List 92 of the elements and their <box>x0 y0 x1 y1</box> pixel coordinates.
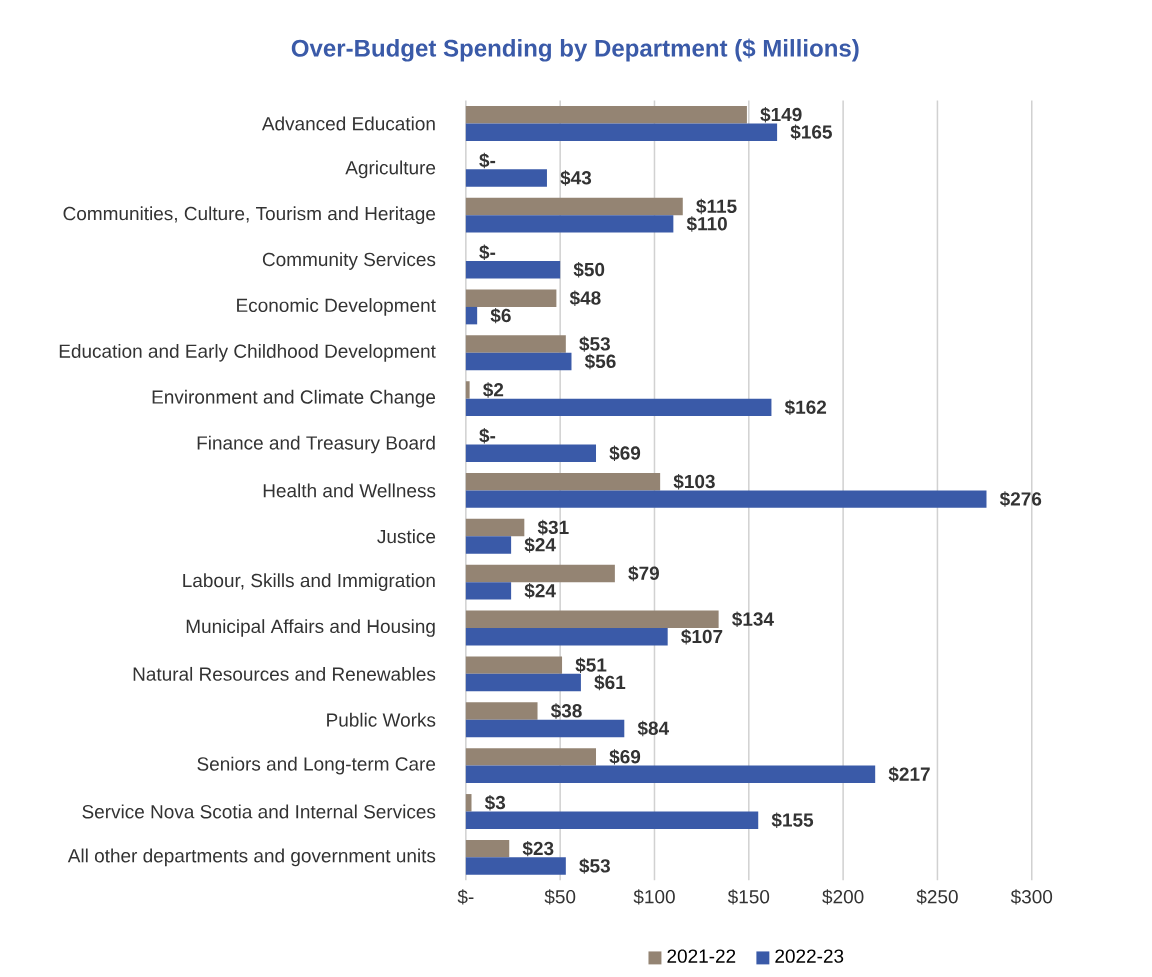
data-label: $276 <box>999 491 1042 508</box>
legend-label: 2022-23 <box>775 949 844 964</box>
data-label: $48 <box>569 290 601 307</box>
bar <box>465 564 615 583</box>
x-tick-label: $50 <box>544 889 576 905</box>
data-label: $2 <box>483 382 504 398</box>
y-tick-label: Advanced Education <box>261 116 435 131</box>
bar <box>465 353 572 371</box>
bar <box>465 197 683 216</box>
bar <box>465 444 597 463</box>
data-label: $155 <box>771 812 814 829</box>
y-tick-label: Public Works <box>327 713 436 727</box>
bar <box>465 719 625 738</box>
data-label: $- <box>479 244 496 261</box>
data-label: $165 <box>790 124 832 141</box>
data-label: $53 <box>579 858 610 875</box>
y-tick-label: Justice <box>377 529 436 544</box>
x-tick-label: $200 <box>822 889 864 905</box>
data-label: $24 <box>524 537 556 553</box>
bar <box>465 628 668 646</box>
data-label: $3 <box>484 795 506 811</box>
data-label: $6 <box>490 308 511 324</box>
chart-title: Over-Budget Spending by Department ($ Millions) <box>291 38 859 62</box>
data-label: $103 <box>673 474 715 490</box>
data-label: $24 <box>524 583 556 599</box>
bar <box>465 519 525 537</box>
data-label: $51 <box>575 657 607 674</box>
data-label: $23 <box>522 841 554 857</box>
bar <box>465 748 597 766</box>
bar <box>465 261 561 279</box>
bar <box>465 536 512 554</box>
y-tick-label: Community Services <box>262 252 436 271</box>
bar <box>465 106 747 124</box>
x-tick-label: $- <box>457 889 474 905</box>
y-tick-label: Economic Development <box>237 298 436 316</box>
bar <box>465 674 581 692</box>
data-label: $56 <box>584 353 616 370</box>
data-label: $84 <box>637 720 669 737</box>
bar <box>465 610 719 629</box>
data-label: $79 <box>628 565 659 582</box>
bar <box>465 656 563 675</box>
bar <box>465 840 510 858</box>
data-label: $217 <box>888 766 930 783</box>
data-label: $134 <box>732 611 774 628</box>
bar <box>465 811 759 830</box>
y-tick-label: Finance and Treasury Board <box>197 435 435 454</box>
bar <box>465 473 661 491</box>
bar <box>465 794 472 812</box>
bar <box>465 169 547 187</box>
bar <box>465 123 778 142</box>
y-tick-label: Health and Wellness <box>263 483 436 498</box>
data-label: $- <box>479 153 496 169</box>
bar <box>465 702 538 720</box>
y-tick-label: Seniors and Long-term Care <box>197 757 436 775</box>
bar <box>465 582 512 600</box>
x-tick-label: $150 <box>727 889 770 905</box>
data-label: $69 <box>609 749 641 765</box>
bar <box>465 490 987 509</box>
bar <box>465 215 674 233</box>
data-label: $115 <box>696 198 737 215</box>
y-tick-label: Labour, Skills and Immigration <box>183 573 435 592</box>
y-tick-label: Service Nova Scotia and Internal Services <box>82 804 436 819</box>
data-label: $31 <box>537 520 569 536</box>
bar <box>465 765 876 784</box>
y-tick-label: All other departments and government units <box>67 848 436 867</box>
y-tick-label: Municipal Affairs and Housing <box>186 619 435 638</box>
data-label: $110 <box>686 216 727 232</box>
data-label: $43 <box>560 170 592 186</box>
bar <box>465 289 557 308</box>
data-label: $50 <box>573 262 605 278</box>
data-label: $107 <box>681 629 723 645</box>
data-label: $53 <box>579 336 610 353</box>
bar <box>465 381 470 399</box>
y-tick-label: Agriculture <box>345 160 436 179</box>
data-label: $149 <box>760 107 802 123</box>
bar <box>465 335 566 354</box>
y-tick-label: Environment and Climate Change <box>152 390 436 408</box>
x-tick-label: $300 <box>1010 889 1053 905</box>
legend-label: 2021-22 <box>667 949 736 964</box>
data-label: $61 <box>594 675 626 691</box>
data-label: $- <box>479 428 496 444</box>
y-tick-label: Education and Early Childhood Development <box>59 344 436 362</box>
bar <box>465 398 772 417</box>
data-label: $38 <box>550 703 582 719</box>
x-tick-label: $250 <box>916 889 958 905</box>
bar <box>465 307 478 325</box>
y-tick-label: Natural Resources and Renewables <box>133 667 436 682</box>
x-tick-label: $100 <box>633 889 675 905</box>
data-label: $162 <box>784 399 827 416</box>
bar <box>465 857 566 875</box>
y-tick-label: Communities, Culture, Tourism and Heritage <box>63 206 436 225</box>
data-label: $69 <box>609 445 641 462</box>
